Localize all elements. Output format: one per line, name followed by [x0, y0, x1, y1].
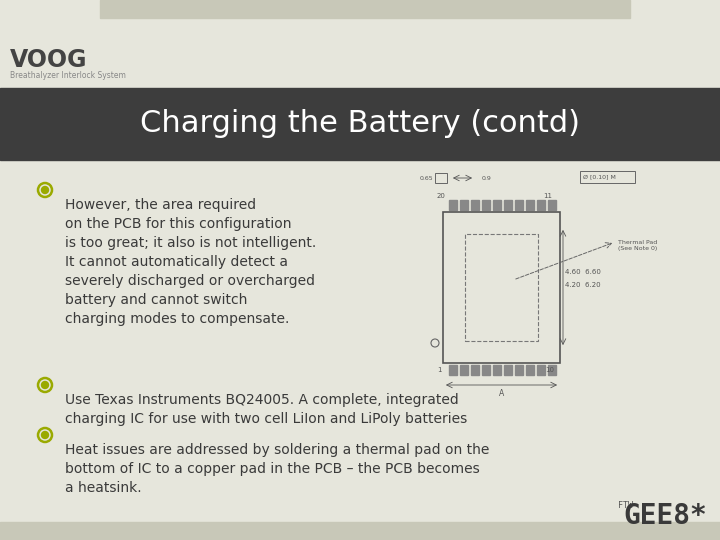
Text: Heat issues are addressed by soldering a thermal pad on the: Heat issues are addressed by soldering a…: [65, 443, 490, 457]
Bar: [0, 88, 720, 160]
Text: It cannot automatically detect a: It cannot automatically detect a: [65, 255, 288, 269]
Circle shape: [42, 186, 48, 193]
Bar: [471, 365, 479, 375]
Text: charging IC for use with two cell LiIon and LiPoly batteries: charging IC for use with two cell LiIon …: [65, 412, 467, 426]
Text: 4.20  6.20: 4.20 6.20: [565, 282, 600, 288]
Text: Charging the Battery (contd): Charging the Battery (contd): [140, 110, 580, 138]
Text: A: A: [499, 388, 504, 397]
Bar: [504, 200, 512, 210]
Text: on the PCB for this configuration: on the PCB for this configuration: [65, 217, 292, 231]
Text: bottom of IC to a copper pad in the PCB – the PCB becomes: bottom of IC to a copper pad in the PCB …: [65, 462, 480, 476]
Bar: [465, 234, 538, 341]
Bar: [471, 200, 479, 210]
Text: FTW: FTW: [618, 502, 633, 510]
Text: 11: 11: [543, 193, 552, 199]
Text: However, the area required: However, the area required: [65, 198, 256, 212]
Bar: [449, 200, 457, 210]
Text: Ø [0.10] M: Ø [0.10] M: [583, 174, 616, 179]
Circle shape: [42, 381, 48, 388]
Text: VOOG: VOOG: [10, 48, 88, 72]
Text: Thermal Pad
(See Note 0): Thermal Pad (See Note 0): [618, 240, 657, 251]
Text: 4.60  6.60: 4.60 6.60: [565, 269, 601, 275]
Text: is too great; it also is not intelligent.: is too great; it also is not intelligent…: [65, 236, 316, 250]
Bar: [100, 0, 630, 18]
Bar: [460, 365, 468, 375]
Bar: [526, 200, 534, 210]
Bar: [0, 522, 720, 540]
Bar: [526, 365, 534, 375]
Text: Use Texas Instruments BQ24005. A complete, integrated: Use Texas Instruments BQ24005. A complet…: [65, 393, 459, 407]
Text: 1: 1: [437, 367, 441, 373]
Bar: [537, 365, 545, 375]
Bar: [443, 212, 560, 363]
Bar: [537, 200, 545, 210]
Bar: [435, 173, 447, 183]
Bar: [580, 171, 635, 183]
Circle shape: [42, 431, 48, 438]
Text: severely discharged or overcharged: severely discharged or overcharged: [65, 274, 315, 288]
Bar: [548, 365, 556, 375]
Text: 0.9: 0.9: [482, 176, 492, 180]
Bar: [515, 365, 523, 375]
Text: 20: 20: [437, 193, 446, 199]
Bar: [548, 200, 556, 210]
Bar: [449, 365, 457, 375]
Text: 10: 10: [545, 367, 554, 373]
Bar: [504, 365, 512, 375]
Bar: [493, 200, 501, 210]
Bar: [515, 200, 523, 210]
Text: a heatsink.: a heatsink.: [65, 481, 142, 495]
Text: GEE8*: GEE8*: [623, 502, 707, 530]
Text: battery and cannot switch: battery and cannot switch: [65, 293, 248, 307]
Text: 0.65: 0.65: [419, 176, 433, 180]
Bar: [460, 200, 468, 210]
Bar: [482, 200, 490, 210]
Bar: [493, 365, 501, 375]
Text: Breathalyzer Interlock System: Breathalyzer Interlock System: [10, 71, 126, 79]
Bar: [482, 365, 490, 375]
Text: charging modes to compensate.: charging modes to compensate.: [65, 312, 289, 326]
